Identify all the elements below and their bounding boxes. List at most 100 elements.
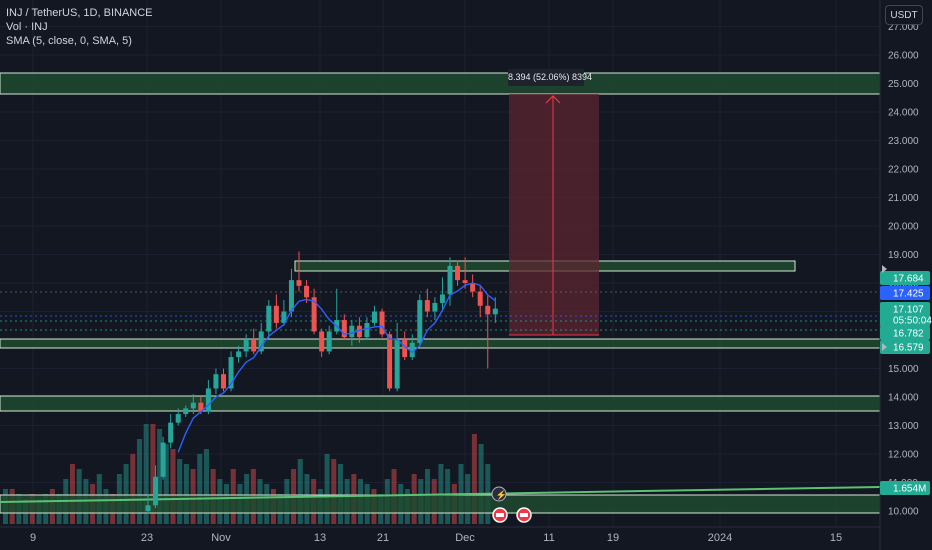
candle-body[interactable] (198, 402, 204, 412)
candle-body[interactable] (258, 331, 264, 352)
candle-body[interactable] (266, 305, 272, 332)
support-resistance-zone[interactable] (0, 338, 881, 349)
time-axis[interactable] (0, 527, 932, 550)
candle-body[interactable] (379, 311, 385, 335)
candle-body[interactable] (341, 320, 347, 338)
measure-label: 8.394 (52.06%) 8394 (508, 69, 592, 86)
candle-body[interactable] (387, 334, 393, 389)
candle-body[interactable] (492, 308, 498, 315)
candle-body[interactable] (281, 311, 287, 323)
price-tag (880, 326, 930, 340)
sma-line[interactable] (177, 282, 496, 453)
candle-body[interactable] (409, 342, 415, 358)
volume-bar (183, 464, 189, 524)
flag-stripe (520, 513, 528, 517)
volume-bar (136, 439, 142, 524)
candle-body[interactable] (175, 414, 181, 423)
price-tag (880, 313, 930, 327)
candle-body[interactable] (439, 294, 445, 303)
price-tick-label: 25.000 (888, 79, 919, 90)
volume-bar (130, 454, 136, 524)
candle-body[interactable] (424, 300, 430, 312)
candle-body[interactable] (364, 322, 370, 338)
candle-body[interactable] (304, 285, 310, 298)
price-tag-label: 05:50:04 (893, 316, 932, 327)
candle-body[interactable] (485, 305, 491, 315)
candle-body[interactable] (251, 340, 257, 352)
price-tag (880, 302, 930, 316)
candle-body[interactable] (462, 280, 468, 283)
candle-body[interactable] (296, 280, 302, 286)
support-resistance-zone[interactable] (0, 395, 881, 412)
candle-body[interactable] (153, 476, 159, 506)
volume-bar (163, 444, 169, 524)
candle-body[interactable] (160, 442, 166, 477)
candle-body[interactable] (394, 340, 400, 389)
price-tick-label: 20.000 (888, 222, 919, 233)
volume-bar (471, 434, 477, 524)
price-tag-label: 17.684 (893, 274, 924, 285)
candle-body[interactable] (168, 422, 174, 443)
trend-line[interactable] (0, 486, 881, 503)
candle-body[interactable] (349, 325, 355, 338)
volume-indicator-label[interactable]: Vol · INJ (6, 21, 48, 33)
candle-body[interactable] (243, 340, 249, 352)
measure-arrow-icon (545, 95, 561, 104)
flag-stripe (496, 513, 504, 517)
price-tick-label: 24.000 (888, 108, 919, 119)
candle-body[interactable] (183, 408, 189, 415)
time-tick-label: Nov (211, 532, 231, 544)
candle-body[interactable] (432, 302, 438, 312)
candle-body[interactable] (213, 374, 219, 389)
price-tick-label: 23.000 (888, 136, 919, 147)
candle-body[interactable] (145, 505, 151, 511)
measure-range-box[interactable] (509, 94, 599, 335)
time-tick-label: Dec (455, 532, 475, 544)
candle-body[interactable] (477, 291, 483, 306)
candle-body[interactable] (205, 388, 211, 412)
candle-body[interactable] (470, 283, 476, 292)
candle-body[interactable] (273, 305, 279, 323)
candle-body[interactable] (228, 357, 234, 389)
candle-body[interactable] (455, 265, 461, 281)
axis-marker-icon (882, 265, 887, 273)
price-tick-label: 12.000 (888, 450, 919, 461)
candle-body[interactable] (326, 331, 332, 352)
time-tick-label: 19 (607, 532, 619, 544)
candle-body[interactable] (319, 331, 325, 352)
candle-body[interactable] (356, 325, 362, 338)
candle-body[interactable] (372, 311, 377, 323)
candle-body[interactable] (311, 297, 317, 332)
candle-body[interactable] (288, 280, 294, 312)
volume-bar (197, 454, 203, 524)
candle-body[interactable] (190, 402, 196, 409)
price-tag-label: 17.425 (893, 289, 924, 300)
support-resistance-zone[interactable] (0, 494, 881, 514)
price-tick-label: 26.000 (888, 51, 919, 62)
price-tag-label: 16.579 (893, 343, 924, 354)
sma-indicator-label[interactable]: SMA (5, close, 0, SMA, 5) (6, 35, 132, 47)
volume-bar (69, 464, 76, 524)
volume-bar (478, 444, 484, 524)
volume-bar (143, 424, 149, 524)
candle-body[interactable] (402, 340, 408, 358)
currency-button[interactable]: USDT (885, 5, 923, 25)
support-resistance-zone[interactable] (0, 72, 881, 95)
candle-body[interactable] (221, 374, 226, 389)
price-tag-label: 1.654M (893, 484, 926, 495)
price-tick-label: 22.000 (888, 165, 919, 176)
time-tick-label: 21 (377, 532, 389, 544)
symbol-title[interactable]: INJ / TetherUS, 1D, BINANCE (6, 7, 153, 19)
lightning-glyph-icon: ⚡ (496, 489, 507, 501)
time-tick-label: 23 (141, 532, 153, 544)
lightning-event-icon[interactable] (491, 486, 507, 502)
price-tick-label: 10.000 (888, 507, 919, 518)
price-tick-label: 14.000 (888, 393, 919, 404)
candle-body[interactable] (447, 265, 453, 295)
time-tick-label: 15 (830, 532, 842, 544)
candle-body[interactable] (236, 351, 242, 358)
volume-bar (331, 459, 337, 524)
candle-body[interactable] (417, 300, 423, 343)
